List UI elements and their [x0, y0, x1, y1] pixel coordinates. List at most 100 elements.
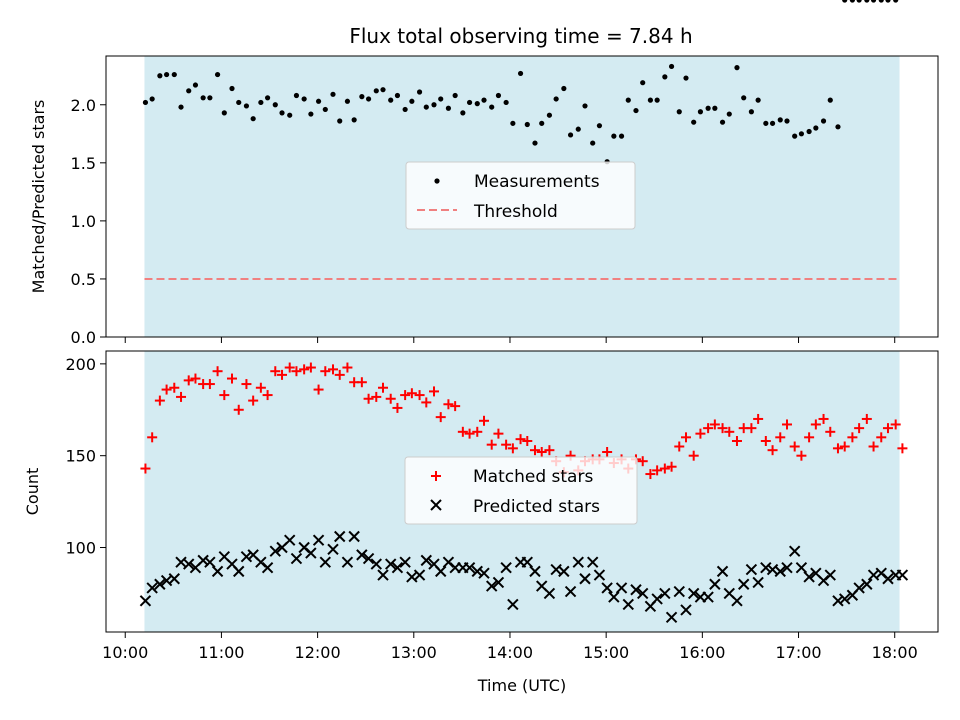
matched-star-point — [876, 432, 887, 443]
predicted-star-point — [651, 593, 663, 605]
measurement-point — [870, 0, 877, 3]
matched-star-point — [327, 364, 338, 375]
matched-star-point — [284, 362, 295, 373]
matched-star-point — [789, 441, 800, 452]
predicted-star-point — [882, 573, 894, 585]
predicted-star-stroke-b — [687, 587, 700, 600]
matched-star-point — [882, 423, 893, 434]
predicted-star-stroke-b — [348, 530, 360, 543]
ratio-panel-frame — [105, 55, 939, 338]
predicted-star-stroke-b — [709, 578, 721, 590]
matched-star-point — [342, 362, 353, 373]
predicted-star-point — [399, 556, 411, 568]
measurement-point — [697, 109, 704, 115]
predicted-star-stroke-b — [680, 604, 692, 616]
predicted-star-stroke-b — [716, 565, 729, 578]
measurement-point — [236, 99, 242, 106]
measurement-point — [178, 104, 184, 110]
predicted-star-stroke-b — [745, 563, 758, 576]
predicted-star-stroke-b — [838, 593, 851, 605]
measurement-point — [142, 99, 149, 106]
matched-star-point — [652, 465, 663, 476]
measurement-point — [315, 98, 322, 104]
matched-star-point — [781, 419, 792, 430]
matched-star-point — [262, 390, 273, 401]
matched-star-point — [277, 369, 288, 380]
measurement-point — [293, 92, 300, 99]
matched-star-point — [515, 434, 526, 445]
predicted-star-point — [471, 565, 483, 578]
measurement-point — [460, 110, 466, 116]
matched-star-point — [861, 413, 872, 424]
ratio-y-axis-label: Matched/Predicted stars — [29, 100, 48, 294]
predicted-star-point — [558, 565, 570, 578]
measurement-point — [287, 112, 293, 118]
predicted-star-point — [788, 545, 801, 557]
predicted-star-stroke-b — [572, 556, 584, 568]
ratio-legend: Measurements Threshold — [405, 161, 636, 230]
matched-star-point — [378, 382, 389, 393]
predicted-star-stroke-b — [543, 587, 556, 600]
measurement-point — [719, 119, 726, 125]
measurement-point — [272, 102, 278, 108]
measurement-point — [402, 106, 408, 113]
predicted-star-stroke-b — [146, 582, 158, 594]
measurement-point — [618, 133, 625, 139]
measurement-point — [503, 99, 509, 106]
measurement-point — [647, 97, 654, 103]
matched-star-point — [493, 428, 504, 439]
measurement-point — [567, 132, 574, 138]
matched-star-point — [804, 432, 815, 443]
predicted-star-point — [572, 556, 584, 568]
matched-star-point — [544, 445, 555, 456]
measurement-point — [330, 91, 336, 97]
matched-star-point — [674, 441, 685, 452]
y-tick-label: 1.5 — [71, 154, 96, 173]
predicted-star-point — [154, 578, 166, 590]
predicted-star-stroke-b — [312, 534, 325, 546]
predicted-star-point — [861, 578, 873, 590]
matched-star-point — [428, 386, 439, 397]
measurement-point — [553, 96, 559, 102]
predicted-star-point — [716, 565, 729, 578]
matched-star-point — [248, 395, 259, 406]
predicted-star-point — [601, 582, 613, 594]
predicted-star-point — [760, 562, 772, 574]
matched-star-point — [688, 450, 699, 461]
predicted-star-point — [327, 543, 339, 556]
measurement-point — [229, 85, 235, 92]
predicted-star-stroke-b — [579, 573, 591, 585]
predicted-star-stroke-b — [290, 552, 303, 565]
matched-star-point — [406, 388, 417, 399]
x-tick-label: 13:00 — [391, 643, 437, 662]
predicted-star-stroke-b — [774, 565, 786, 578]
predicted-star-point — [774, 565, 786, 578]
measurement-point — [171, 71, 177, 78]
predicted-star-stroke-b — [298, 541, 310, 554]
matched-star-point — [392, 402, 403, 413]
matched-star-point — [731, 435, 742, 446]
predicted-star-point — [781, 562, 793, 574]
predicted-star-point — [608, 591, 620, 603]
predicted-star-stroke-b — [341, 556, 354, 568]
matched-star-point — [147, 432, 158, 443]
matched-star-point — [464, 428, 475, 439]
predicted-star-point — [630, 584, 642, 596]
predicted-star-stroke-b — [261, 562, 274, 574]
measurement-point — [561, 85, 567, 92]
count-x-axis: 10:00 11:00 12:00 13:00 14:00 15:00 16:00 17:00… — [102, 632, 918, 662]
measurement-point — [849, 0, 855, 3]
predicted-star-stroke-b — [154, 578, 166, 590]
predicted-star-point — [521, 556, 533, 568]
predicted-star-stroke-b — [478, 567, 490, 579]
predicted-star-stroke-b — [370, 558, 382, 570]
matched-star-point — [233, 404, 244, 415]
matched-star-point — [717, 423, 728, 434]
predicted-star-point — [702, 591, 714, 603]
measurement-point — [676, 109, 682, 115]
predicted-star-point — [146, 582, 158, 594]
predicted-star-point — [341, 556, 354, 568]
matched-star-point — [140, 463, 151, 474]
measurement-point — [365, 96, 372, 102]
matched-star-point — [270, 366, 281, 377]
